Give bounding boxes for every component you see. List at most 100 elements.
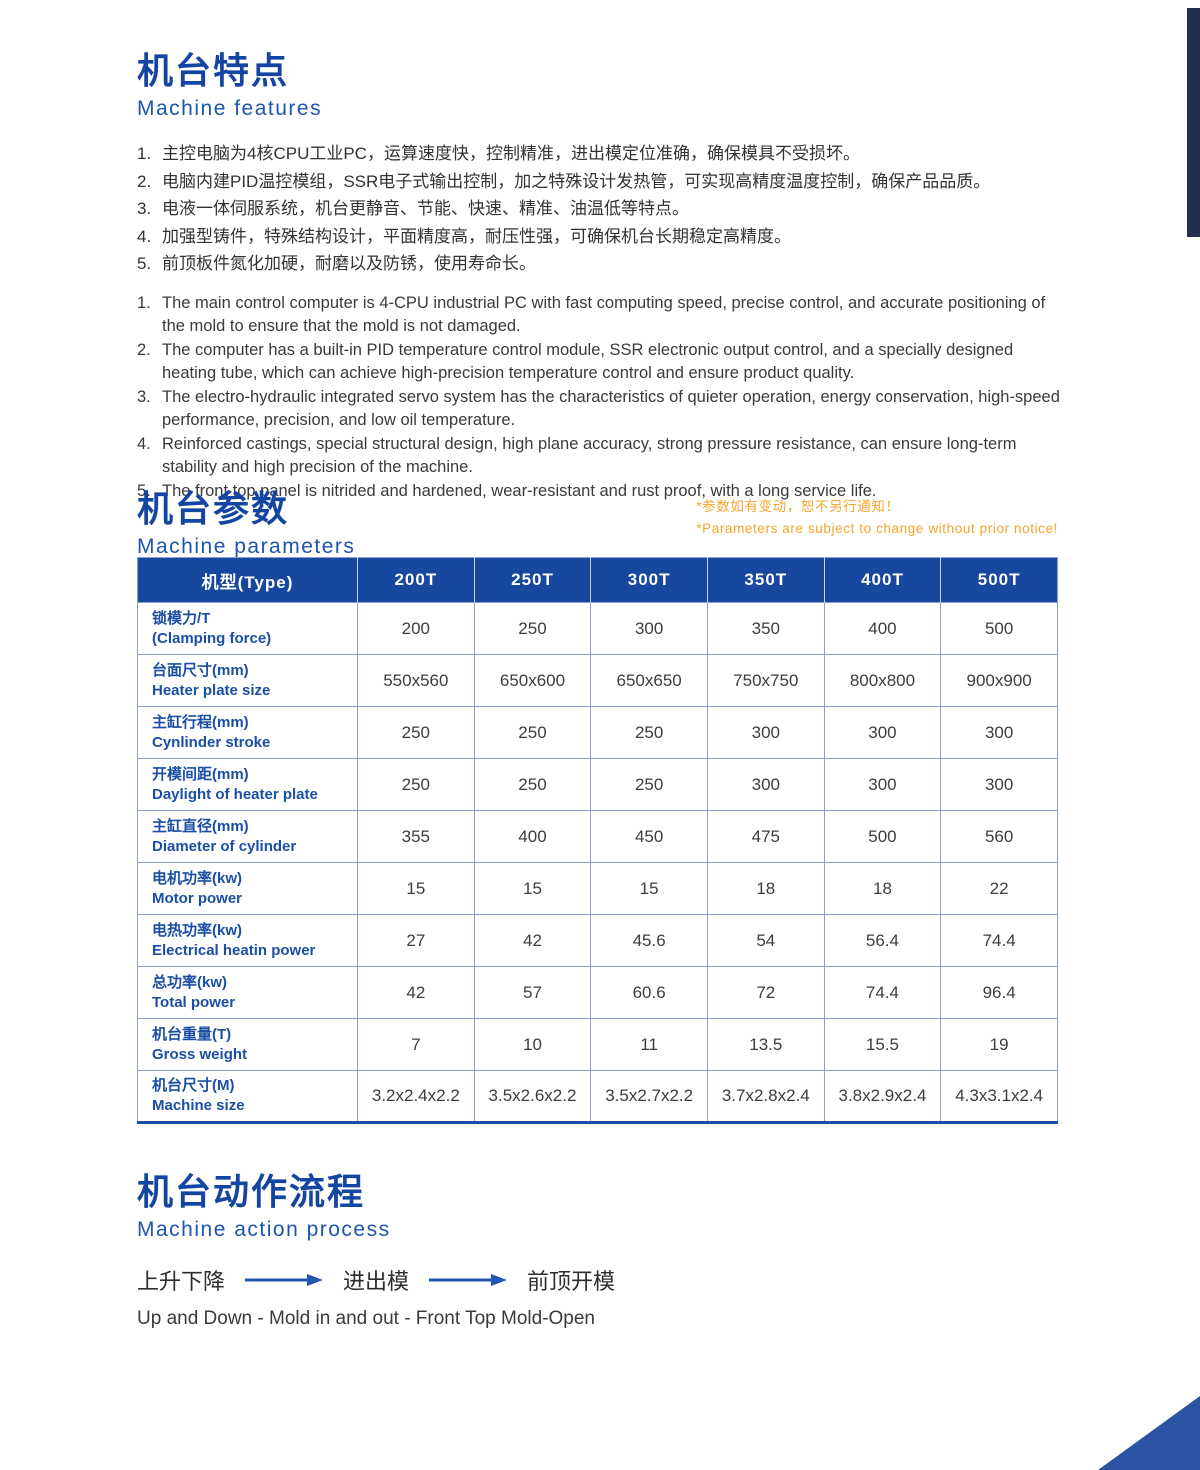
value-cell: 300	[823, 758, 942, 811]
value-cell: 250	[473, 758, 592, 811]
model-header-cell: 200T	[357, 557, 475, 603]
value-cell: 10	[473, 1018, 592, 1071]
value-cell: 15	[357, 862, 475, 915]
flow-step: 上升下降	[137, 1269, 226, 1294]
row-label-en: Motor power	[152, 889, 242, 907]
item-number: 4.	[137, 226, 152, 246]
arrow-right-icon	[429, 1273, 508, 1287]
value-cell: 550x560	[357, 654, 475, 707]
process-flow-en: Up and Down - Mold in and out - Front To…	[137, 1308, 595, 1329]
row-label-cn: 锁模力/T	[152, 609, 211, 627]
row-label-cell: 主缸直径(mm) Diameter of cylinder	[137, 810, 358, 863]
value-cell: 900x900	[940, 654, 1058, 707]
features-list-en: 1. The main control computer is 4-CPU in…	[137, 292, 1067, 504]
parameters-note-cn: *参数如有变动，恕不另行通知！	[696, 499, 900, 514]
row-label-en: Cynlinder stroke	[152, 733, 271, 751]
item-number: 5.	[137, 481, 151, 500]
parameters-notes: *参数如有变动，恕不另行通知！ *Parameters are subject …	[696, 496, 1058, 540]
value-cell: 72	[706, 966, 825, 1019]
features-title-cn: 机台特点	[137, 50, 290, 91]
model-header-cell: 500T	[940, 557, 1058, 603]
value-cell: 250	[590, 758, 708, 811]
value-cell: 800x800	[823, 654, 942, 707]
row-label-cell: 主缸行程(mm) Cynlinder stroke	[137, 706, 358, 759]
value-cell: 355	[357, 810, 475, 863]
row-label-cn: 主缸直径(mm)	[152, 817, 249, 835]
value-cell: 74.4	[823, 966, 942, 1019]
row-label-cn: 开模间距(mm)	[152, 765, 249, 783]
value-cell: 750x750	[706, 654, 825, 707]
value-cell: 56.4	[823, 914, 942, 967]
value-cell: 54	[706, 914, 825, 967]
value-cell: 3.7x2.8x2.4	[706, 1070, 825, 1123]
value-cell: 350	[706, 602, 825, 655]
process-title-en: Machine action process	[137, 1218, 391, 1241]
value-cell: 18	[706, 862, 825, 915]
row-label-en: Gross weight	[152, 1045, 248, 1063]
value-cell: 22	[940, 862, 1058, 915]
table-row: 总功率(kw) Total power 42 57 60.6 72 74.4 96.4	[137, 966, 1058, 1019]
row-label-en: Heater plate size	[152, 681, 271, 699]
value-cell: 500	[940, 602, 1058, 655]
item-text: The main control computer is 4-CPU indus…	[162, 293, 1046, 336]
value-cell: 27	[357, 914, 475, 967]
value-cell: 3.2x2.4x2.2	[357, 1070, 475, 1123]
parameters-title-en: Machine parameters	[137, 535, 356, 558]
value-cell: 3.5x2.7x2.2	[590, 1070, 708, 1123]
value-cell: 650x600	[473, 654, 592, 707]
value-cell: 3.8x2.9x2.4	[823, 1070, 942, 1123]
feature-item-cn: 2. 电脑内建PID温控模组，SSR电子式输出控制，加之特殊设计发热管，可实现高…	[137, 168, 1067, 196]
value-cell: 45.6	[590, 914, 708, 967]
feature-item-cn: 1. 主控电脑为4核CPU工业PC，运算速度快，控制精准，进出模定位准确，确保模…	[137, 140, 1067, 168]
item-text: 电液一体伺服系统，机台更静音、节能、快速、精准、油温低等特点。	[162, 199, 689, 218]
item-number: 2.	[137, 340, 151, 359]
item-text: The front top panel is nitrided and hard…	[162, 481, 877, 500]
model-header-cell: 300T	[590, 557, 708, 603]
row-label-cell: 开模间距(mm) Daylight of heater plate	[137, 758, 358, 811]
value-cell: 250	[590, 706, 708, 759]
process-section: 机台动作流程 Machine action process 上升下降 进出模 前…	[137, 1163, 1067, 1330]
item-text: The computer has a built-in PID temperat…	[162, 340, 1014, 383]
row-label-cell: 台面尺寸(mm) Heater plate size	[137, 654, 358, 707]
value-cell: 4.3x3.1x2.4	[940, 1070, 1058, 1123]
row-label-cell: 电热功率(kw) Electrical heatin power	[137, 914, 358, 967]
row-label-cn: 机台尺寸(M)	[152, 1077, 235, 1094]
process-flow: 上升下降 进出模 前顶开模	[137, 1264, 1067, 1296]
params-table-body: 锁模力/T (Clamping force) 200 250 300 350 400 500 台…	[137, 602, 1058, 1123]
value-cell: 650x650	[590, 654, 708, 707]
arrow-right-icon	[245, 1273, 324, 1287]
item-number: 1.	[137, 144, 152, 163]
item-number: 3.	[137, 387, 151, 406]
value-cell: 19	[940, 1018, 1058, 1071]
row-label-cell: 锁模力/T (Clamping force)	[137, 602, 358, 655]
model-header-cell: 400T	[823, 557, 941, 603]
value-cell: 300	[940, 758, 1058, 811]
value-cell: 57	[473, 966, 592, 1019]
process-title-cn: 机台动作流程	[137, 1171, 366, 1212]
feature-item-cn: 3. 电液一体伺服系统，机台更静音、节能、快速、精准、油温低等特点。	[137, 195, 1067, 223]
corner-triangle	[1098, 1396, 1200, 1470]
row-label-en: Total power	[152, 993, 236, 1011]
row-label-en: Machine size	[152, 1097, 245, 1114]
item-text: 电脑内建PID温控模组，SSR电子式输出控制，加之特殊设计发热管，可实现高精度温…	[162, 171, 991, 191]
table-row: 锁模力/T (Clamping force) 200 250 300 350 400 500	[137, 602, 1058, 655]
row-label-cell: 机台重量(T) Gross weight	[137, 1018, 358, 1071]
item-number: 2.	[137, 171, 152, 191]
table-row: 主缸行程(mm) Cynlinder stroke 250 250 250 300 300 3…	[137, 706, 1058, 759]
value-cell: 475	[706, 810, 825, 863]
value-cell: 96.4	[940, 966, 1058, 1019]
value-cell: 74.4	[940, 914, 1058, 967]
row-label-cn: 总功率(kw)	[152, 973, 228, 991]
parameters-note-en: *Parameters are subject to change withou…	[696, 521, 1058, 536]
value-cell: 15	[473, 862, 592, 915]
value-cell: 400	[473, 810, 592, 863]
feature-item-cn: 5. 前顶板件氮化加硬，耐磨以及防锈，使用寿命长。	[137, 250, 1067, 278]
table-row: 电机功率(kw) Motor power 15 15 15 18 18 22	[137, 862, 1058, 915]
value-cell: 500	[823, 810, 942, 863]
table-row: 台面尺寸(mm) Heater plate size 550x560 650x600 6…	[137, 654, 1058, 707]
value-cell: 300	[823, 706, 942, 759]
row-label-en: Diameter of cylinder	[152, 837, 297, 855]
parameters-table: 机型(Type) 200T 250T 300T 350T 400T 500T 锁模力/T (…	[137, 557, 1058, 1124]
model-header-cell: 250T	[473, 557, 591, 603]
